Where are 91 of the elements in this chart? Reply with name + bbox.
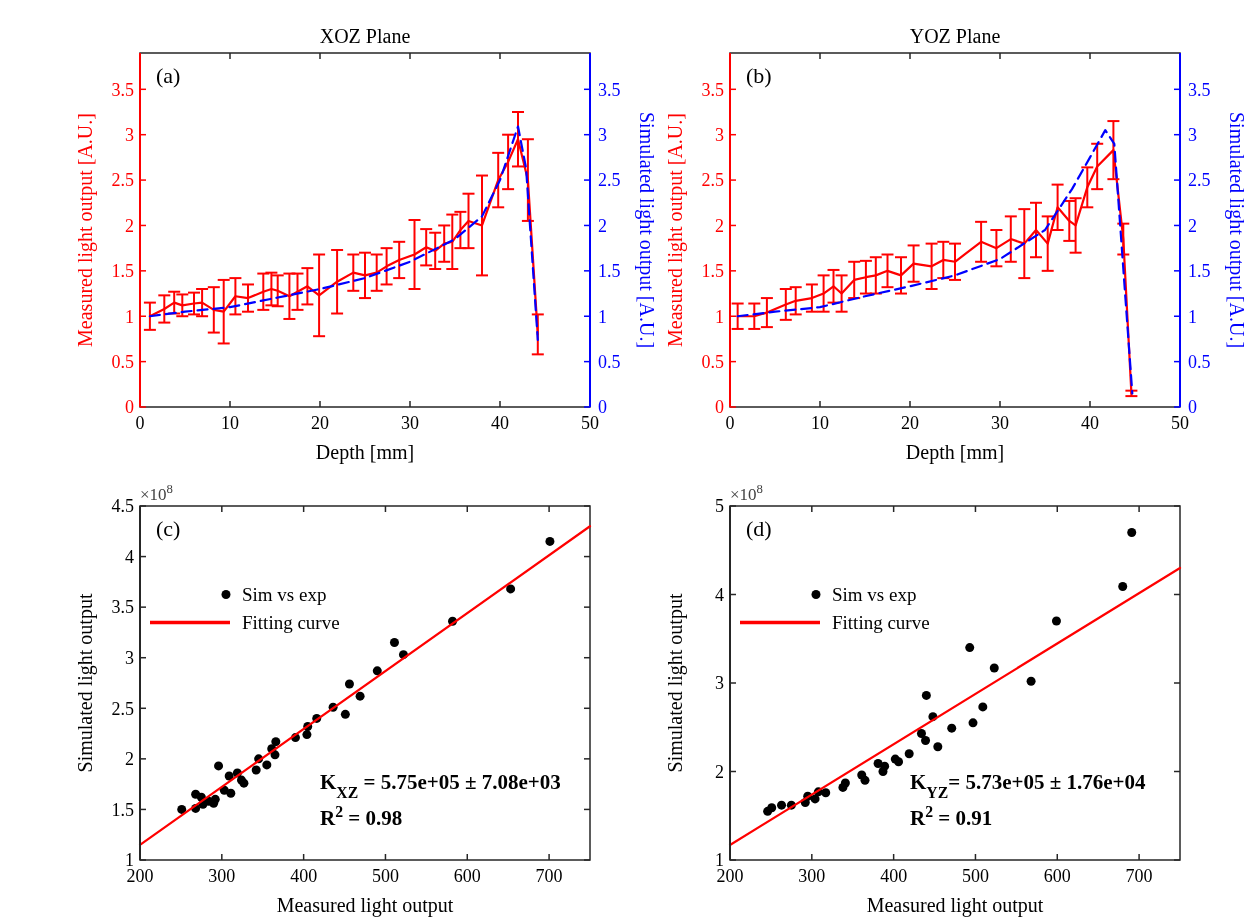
y-tick-label: 3	[715, 673, 724, 694]
x-tick-label: 200	[716, 866, 744, 886]
x-tick-label: 400	[880, 866, 908, 886]
y-tick-label: 1.5	[701, 261, 724, 282]
x-axis-title: Depth [mm]	[905, 441, 1005, 464]
chart-title: XOZ Plane	[319, 25, 411, 47]
y2-tick-label: 0	[1188, 397, 1197, 418]
legend-label: Sim vs exp	[832, 584, 917, 606]
y2-tick-label: 3	[1188, 124, 1197, 145]
annotation: (d)	[746, 516, 772, 541]
y2-tick-label: 1.5	[598, 261, 621, 282]
y-tick-label: 2.5	[111, 170, 134, 191]
y-axis-title: Measured light output [A.U.]	[664, 113, 687, 347]
y-tick-label: 2.5	[111, 698, 134, 719]
annotation: K$_{XZ}$ = 5.75e+05 ± 7.08e+03	[320, 770, 561, 801]
y-tick-label: 2	[125, 749, 134, 770]
x-tick-label: 40	[491, 413, 509, 433]
y-tick-label: 1	[125, 306, 134, 327]
y2-tick-label: 1.5	[1188, 261, 1211, 282]
legend-label: Sim vs exp	[242, 584, 327, 606]
y-tick-label: 4	[715, 584, 724, 605]
y2-tick-label: 2	[598, 215, 607, 236]
y-tick-label: 2	[125, 215, 134, 236]
legend-label: Fitting curve	[242, 612, 340, 634]
x-axis-title: Measured light output	[276, 894, 454, 917]
x-tick-label: 500	[371, 866, 399, 886]
y2-tick-label: 2.5	[598, 170, 621, 191]
y-tick-label: 0.5	[701, 351, 724, 372]
y2-tick-label: 3.5	[598, 79, 621, 100]
y-tick-label: 4.5	[111, 496, 134, 517]
annotation: K$_{YZ}$= 5.73e+05 ± 1.76e+04	[910, 770, 1147, 801]
y2-tick-label: 1	[598, 306, 607, 327]
y-tick-label: 2	[715, 215, 724, 236]
y2-tick-label: 1	[1188, 306, 1197, 327]
x-tick-label: 600	[453, 866, 481, 886]
legend-label: Fitting curve	[832, 612, 930, 634]
text: ×10$^{8}$	[140, 482, 173, 504]
y2-tick-label: 0.5	[1188, 351, 1211, 372]
y-axis-title: Simulated light output	[664, 593, 687, 773]
y-tick-label: 3	[125, 648, 134, 669]
y-tick-label: 0.5	[111, 351, 134, 372]
x-tick-label: 20	[901, 413, 919, 433]
x-tick-label: 700	[535, 866, 563, 886]
y2-tick-label: 2	[1188, 215, 1197, 236]
annotation: (a)	[156, 63, 181, 88]
y2-tick-label: 3.5	[1188, 79, 1211, 100]
annotation: R$^{2}$ = 0.98	[320, 802, 403, 831]
x-tick-label: 700	[1125, 866, 1153, 886]
y-tick-label: 3.5	[111, 79, 134, 100]
text: ×10$^{8}$	[730, 482, 763, 504]
y-tick-label: 3	[125, 124, 134, 145]
x-tick-label: 10	[811, 413, 829, 433]
y-tick-label: 1.5	[111, 261, 134, 282]
x-tick-label: 400	[290, 866, 318, 886]
x-tick-label: 500	[961, 866, 989, 886]
x-tick-label: 200	[126, 866, 154, 886]
x-tick-label: 30	[401, 413, 419, 433]
y2-axis-title: Simulated light output [A.U.]	[635, 111, 658, 349]
annotation: R$^{2}$ = 0.91	[910, 802, 993, 831]
x-tick-label: 300	[798, 866, 826, 886]
x-axis-title: Measured light output	[866, 894, 1044, 917]
x-tick-label: 30	[991, 413, 1009, 433]
y-tick-label: 1	[715, 306, 724, 327]
y-tick-label: 3.5	[111, 597, 134, 618]
y-tick-label: 5	[715, 496, 724, 517]
y2-axis-title: Simulated light output [A.U.]	[1225, 111, 1245, 349]
y-axis-title: Simulated light output	[74, 593, 97, 773]
x-tick-label: 20	[311, 413, 329, 433]
chart-title: YOZ Plane	[909, 25, 1001, 47]
y-tick-label: 0	[715, 397, 724, 418]
x-tick-label: 600	[1043, 866, 1071, 886]
y-tick-label: 1.5	[111, 799, 134, 820]
y-tick-label: 3	[715, 124, 724, 145]
y2-tick-label: 0.5	[598, 351, 621, 372]
x-tick-label: 300	[208, 866, 236, 886]
y-tick-label: 4	[125, 546, 134, 567]
y-tick-label: 3.5	[701, 79, 724, 100]
y-tick-label: 2	[715, 761, 724, 782]
x-axis-title: Depth [mm]	[315, 441, 415, 464]
y-tick-label: 0	[125, 397, 134, 418]
y2-tick-label: 2.5	[1188, 170, 1211, 191]
y-axis-title: Measured light output [A.U.]	[74, 113, 97, 347]
y-tick-label: 2.5	[701, 170, 724, 191]
annotation: (b)	[746, 63, 772, 88]
x-tick-label: 10	[221, 413, 239, 433]
x-tick-label: 40	[1081, 413, 1099, 433]
annotation: (c)	[156, 516, 181, 541]
y2-tick-label: 3	[598, 124, 607, 145]
x-tick-label: 50	[1171, 413, 1189, 433]
x-tick-label: 50	[581, 413, 599, 433]
y2-tick-label: 0	[598, 397, 607, 418]
